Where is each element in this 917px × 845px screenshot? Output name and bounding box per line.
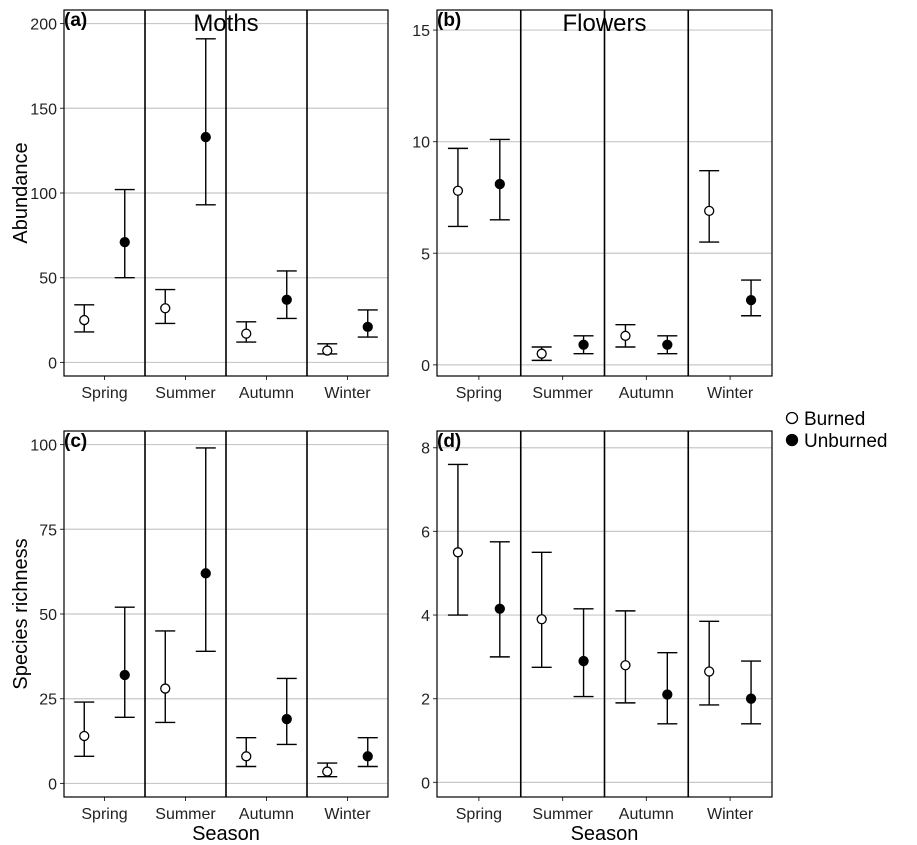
burned-point — [160, 683, 171, 694]
legend-burned-label: Burned — [804, 409, 865, 430]
x-axis-label: Season — [571, 823, 639, 845]
x-tick-label: Summer — [155, 385, 216, 402]
x-tick-label: Autumn — [239, 385, 294, 402]
x-tick-label: Summer — [155, 806, 216, 823]
legend-burned-marker — [785, 411, 799, 425]
x-tick-label: Winter — [324, 806, 371, 823]
burned-point — [620, 330, 631, 341]
y-tick-label: 150 — [30, 101, 57, 118]
burned-point — [322, 766, 333, 777]
x-tick-label: Spring — [456, 385, 502, 402]
unburned-point — [494, 178, 505, 190]
unburned-point — [119, 669, 130, 681]
burned-point — [322, 345, 333, 356]
x-tick-label: Spring — [456, 806, 502, 823]
unburned-point — [362, 751, 373, 762]
panel-3: 0 2 4 6 8 Spring Summer Autumn Winter (d) Season — [421, 430, 773, 845]
x-tick-label: Autumn — [619, 806, 674, 823]
unburned-point — [578, 339, 589, 350]
y-tick-label: 200 — [30, 17, 57, 34]
panel-1: 0 5 10 15 Spring Summer Autumn Winter (b) Flowers — [412, 9, 773, 402]
y-tick-label: 0 — [48, 355, 57, 372]
burned-point — [536, 614, 547, 625]
unburned-point — [200, 131, 211, 143]
y-tick-label: 50 — [39, 607, 57, 624]
plot-frame — [436, 430, 773, 798]
burned-point — [704, 666, 715, 677]
y-tick-label: 0 — [48, 776, 57, 793]
y-tick-label: 0 — [421, 358, 430, 375]
burned-point — [452, 547, 464, 558]
y-tick-label: 15 — [412, 23, 430, 40]
y-axis-label: Species richness — [10, 538, 32, 689]
unburned-point — [119, 236, 130, 248]
burned-point — [704, 205, 715, 217]
x-tick-label: Spring — [81, 385, 127, 402]
legend-unburned-label: Unburned — [804, 431, 887, 452]
unburned-point — [745, 693, 757, 704]
unburned-point — [281, 294, 292, 305]
y-tick-label: 6 — [421, 524, 430, 541]
x-tick-label: Spring — [81, 806, 127, 823]
panel-label: (a) — [64, 10, 87, 31]
burned-point — [241, 751, 252, 762]
burned-point — [536, 348, 547, 359]
unburned-point — [281, 713, 292, 725]
y-tick-label: 25 — [39, 692, 57, 709]
x-tick-label: Autumn — [239, 806, 294, 823]
plot-frame — [63, 430, 389, 798]
unburned-point — [200, 568, 211, 579]
y-tick-label: 10 — [412, 135, 430, 152]
y-tick-label: 50 — [39, 271, 57, 288]
y-tick-label: 2 — [421, 692, 430, 709]
x-tick-label: Summer — [532, 806, 593, 823]
burned-point — [160, 303, 171, 314]
x-tick-label: Autumn — [619, 385, 674, 402]
panel-0: 0 50 100 150 200 Spring Summer Autumn Winter (a) M… — [10, 9, 389, 402]
burned-point — [79, 730, 90, 742]
panel-title: Moths — [193, 10, 258, 37]
y-tick-label: 100 — [30, 438, 57, 455]
plot-frame — [436, 9, 773, 377]
x-tick-label: Summer — [532, 385, 593, 402]
y-tick-label: 4 — [421, 608, 430, 625]
burned-point — [79, 314, 90, 326]
panel-label: (c) — [64, 431, 87, 452]
x-tick-label: Winter — [707, 385, 754, 402]
panel-2: 0 25 50 75 100 Spring Summer Autumn Winter (c) Spe… — [10, 430, 389, 845]
burned-point — [620, 660, 631, 671]
unburned-point — [662, 689, 673, 700]
burned-point — [452, 185, 464, 196]
y-tick-label: 8 — [421, 441, 430, 458]
unburned-point — [578, 655, 589, 667]
panel-label: (b) — [437, 10, 461, 31]
x-tick-label: Winter — [707, 806, 754, 823]
plot-frame — [63, 9, 389, 377]
unburned-point — [494, 603, 505, 614]
burned-point — [241, 328, 252, 339]
y-tick-label: 5 — [421, 246, 430, 263]
legend: Burned Unburned — [785, 409, 887, 452]
y-tick-label: 0 — [421, 775, 430, 792]
y-tick-label: 75 — [39, 522, 57, 539]
panel-label: (d) — [437, 431, 461, 452]
y-tick-label: 100 — [30, 186, 57, 203]
unburned-point — [662, 339, 673, 350]
y-axis-label: Abundance — [10, 142, 32, 243]
unburned-point — [745, 294, 757, 306]
x-axis-label: Season — [192, 823, 260, 845]
panel-title: Flowers — [562, 10, 646, 37]
legend-unburned-marker — [785, 433, 799, 447]
unburned-point — [362, 321, 373, 333]
x-tick-label: Winter — [324, 385, 371, 402]
